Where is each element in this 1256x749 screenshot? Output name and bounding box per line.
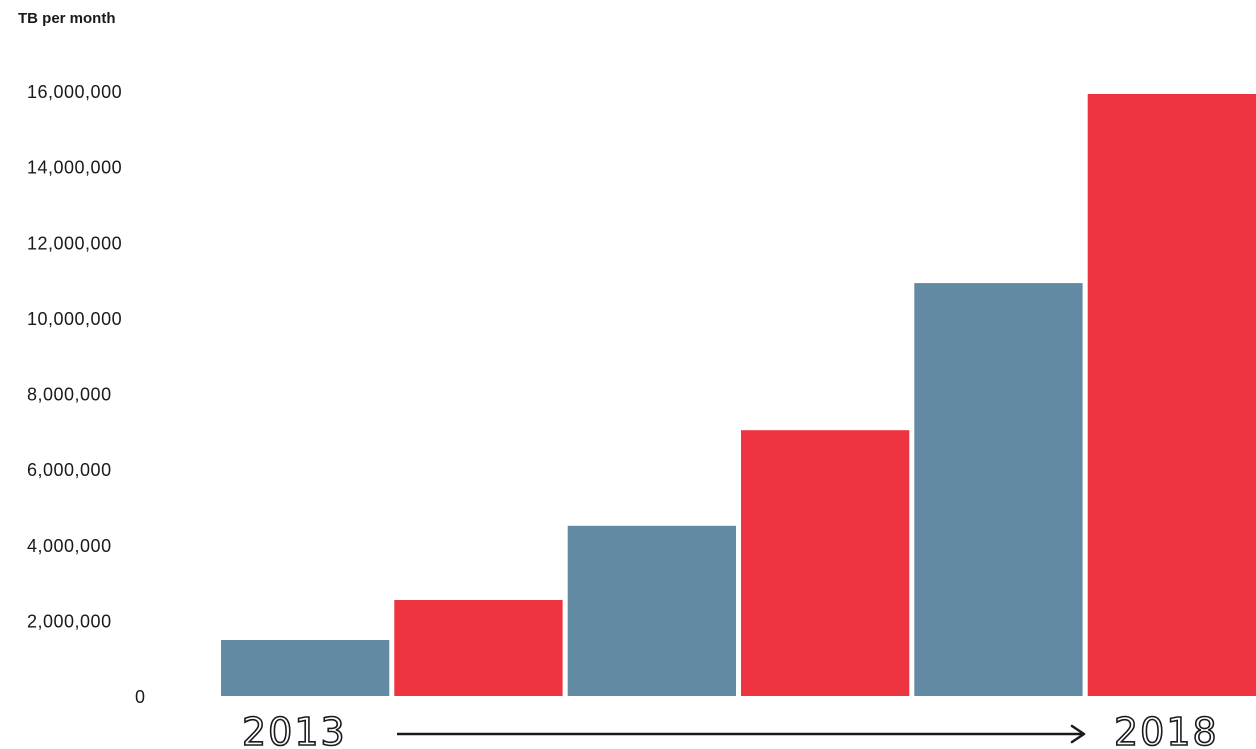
y-tick-label: 10,000,000: [27, 309, 122, 329]
timeline: 2013 2018: [241, 709, 1219, 749]
timeline-arrow-head: [1070, 724, 1086, 744]
y-tick-label: 12,000,000: [27, 233, 122, 253]
y-tick-label: 16,000,000: [27, 82, 122, 102]
timeline-end-year: 2018: [1114, 710, 1219, 749]
bars: [221, 94, 1256, 696]
y-tick-label: 6,000,000: [27, 460, 112, 480]
bar-4: [741, 430, 910, 696]
bar-3: [567, 525, 736, 696]
y-axis-unit-label: TB per month: [18, 10, 116, 27]
y-tick-label: 8,000,000: [27, 385, 112, 405]
y-tick-label: 2,000,000: [27, 611, 112, 631]
timeline-start-year: 2013: [242, 710, 347, 749]
bar-6: [1087, 94, 1256, 696]
bar-1: [221, 640, 390, 696]
y-tick-label: 4,000,000: [27, 536, 112, 556]
y-tick-label: 14,000,000: [27, 158, 122, 178]
y-tick-label: 0: [135, 687, 146, 707]
bar-2: [394, 600, 563, 696]
y-axis-ticks: 0 2,000,000 4,000,000 6,000,000 8,000,000 10,…: [27, 82, 146, 707]
bar-5: [914, 283, 1083, 696]
